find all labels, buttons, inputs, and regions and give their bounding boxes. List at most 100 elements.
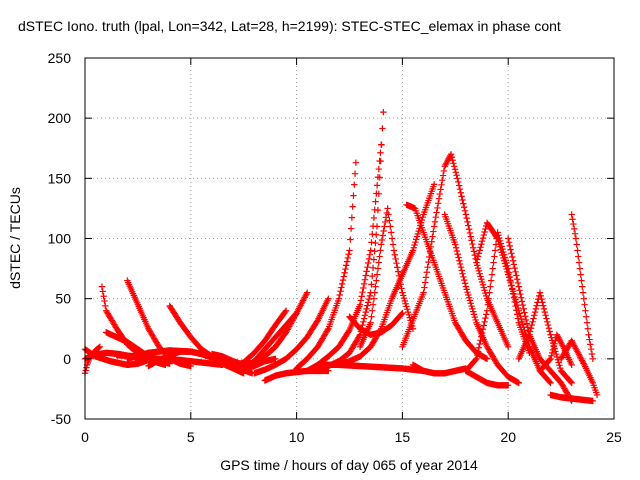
data-point-marker <box>365 255 373 263</box>
data-series <box>240 289 311 369</box>
data-point-marker <box>364 263 371 271</box>
data-point-marker <box>425 258 432 266</box>
data-point-marker <box>373 277 380 284</box>
data-point-marker <box>586 336 593 343</box>
data-point-marker <box>510 261 518 268</box>
data-point-marker <box>481 287 488 294</box>
data-point-marker <box>577 271 584 278</box>
data-point-marker <box>460 200 467 207</box>
data-point-marker <box>494 235 501 242</box>
data-point-marker <box>464 288 471 296</box>
data-point-marker <box>519 321 527 328</box>
data-series <box>441 211 522 387</box>
data-point-marker <box>386 217 393 224</box>
data-point-marker <box>520 305 527 313</box>
data-point-marker <box>374 206 382 214</box>
data-point-marker <box>588 350 596 358</box>
data-point-marker <box>451 166 459 173</box>
data-point-marker <box>508 250 515 257</box>
data-point-marker <box>473 355 480 363</box>
data-point-marker <box>369 272 376 280</box>
data-point-marker <box>421 279 429 286</box>
y-tick-label: 50 <box>55 291 71 307</box>
data-point-marker <box>422 274 430 281</box>
data-point-marker <box>538 295 545 303</box>
data-point-marker <box>543 315 550 322</box>
data-point-marker <box>369 301 377 308</box>
data-point-marker <box>486 289 493 296</box>
data-point-marker <box>398 310 405 318</box>
data-point-marker <box>490 259 497 266</box>
data-point-marker <box>282 308 289 316</box>
data-point-marker <box>568 211 575 218</box>
data-point-marker <box>335 295 343 302</box>
data-point-marker <box>509 257 517 264</box>
data-point-marker <box>411 241 418 249</box>
data-point-marker <box>340 273 348 280</box>
data-point-marker <box>532 305 540 313</box>
data-point-marker <box>555 359 562 366</box>
data-point-marker <box>367 247 374 254</box>
data-point-marker <box>533 302 540 309</box>
data-point-marker <box>483 355 491 363</box>
data-point-marker <box>420 289 427 296</box>
data-point-marker <box>471 251 479 259</box>
axis-tick-labels: 0 5 10 15 20 25 -50 0 50 100 150 200 250 <box>48 50 622 445</box>
data-point-marker <box>465 222 472 229</box>
data-point-marker <box>406 314 413 321</box>
data-point-marker <box>437 186 444 193</box>
y-tick-label: 100 <box>48 231 72 247</box>
data-point-marker <box>456 257 463 264</box>
data-point-marker <box>584 325 592 332</box>
data-point-marker <box>557 364 564 372</box>
data-point-marker <box>522 313 529 320</box>
data-point-marker <box>476 340 483 348</box>
data-point-marker <box>547 331 554 338</box>
data-point-marker <box>413 233 421 240</box>
data-point-marker <box>369 264 377 272</box>
data-point-marker <box>351 170 359 177</box>
data-series <box>335 181 438 369</box>
data-point-marker <box>507 246 514 253</box>
data-series <box>124 277 194 370</box>
data-point-marker <box>372 198 379 205</box>
data-point-marker <box>479 234 487 242</box>
data-point-marker <box>345 251 352 258</box>
data-series <box>462 367 512 389</box>
data-point-marker <box>524 324 531 331</box>
data-point-marker <box>472 316 479 324</box>
data-point-marker <box>99 288 106 295</box>
data-point-marker <box>401 297 409 305</box>
data-point-marker <box>508 282 515 289</box>
data-point-marker <box>366 251 374 258</box>
data-point-marker <box>393 259 400 267</box>
data-point-marker <box>526 331 533 338</box>
data-point-marker <box>500 254 507 262</box>
data-point-marker <box>438 181 445 189</box>
data-point-marker <box>414 230 422 238</box>
data-point-marker <box>342 265 349 273</box>
data-point-marker <box>460 204 468 211</box>
data-point-marker <box>493 234 501 241</box>
data-point-marker <box>515 379 522 387</box>
data-point-marker <box>466 229 474 237</box>
y-tick-label: -50 <box>51 411 71 427</box>
data-point-marker <box>550 343 557 350</box>
data-point-marker <box>453 172 460 179</box>
data-point-marker <box>465 226 473 233</box>
x-tick-label: 10 <box>289 429 305 445</box>
data-point-marker <box>387 223 394 230</box>
data-series <box>293 159 360 372</box>
data-series <box>409 361 470 377</box>
data-point-marker <box>468 302 475 310</box>
data-point-marker <box>518 294 525 301</box>
data-point-marker <box>482 225 489 233</box>
data-point-marker <box>469 305 476 313</box>
data-point-marker <box>474 264 482 272</box>
data-point-marker <box>303 289 311 296</box>
data-point-marker <box>491 253 498 260</box>
data-point-marker <box>455 178 462 186</box>
data-point-marker <box>452 244 460 251</box>
data-point-marker <box>554 356 562 363</box>
